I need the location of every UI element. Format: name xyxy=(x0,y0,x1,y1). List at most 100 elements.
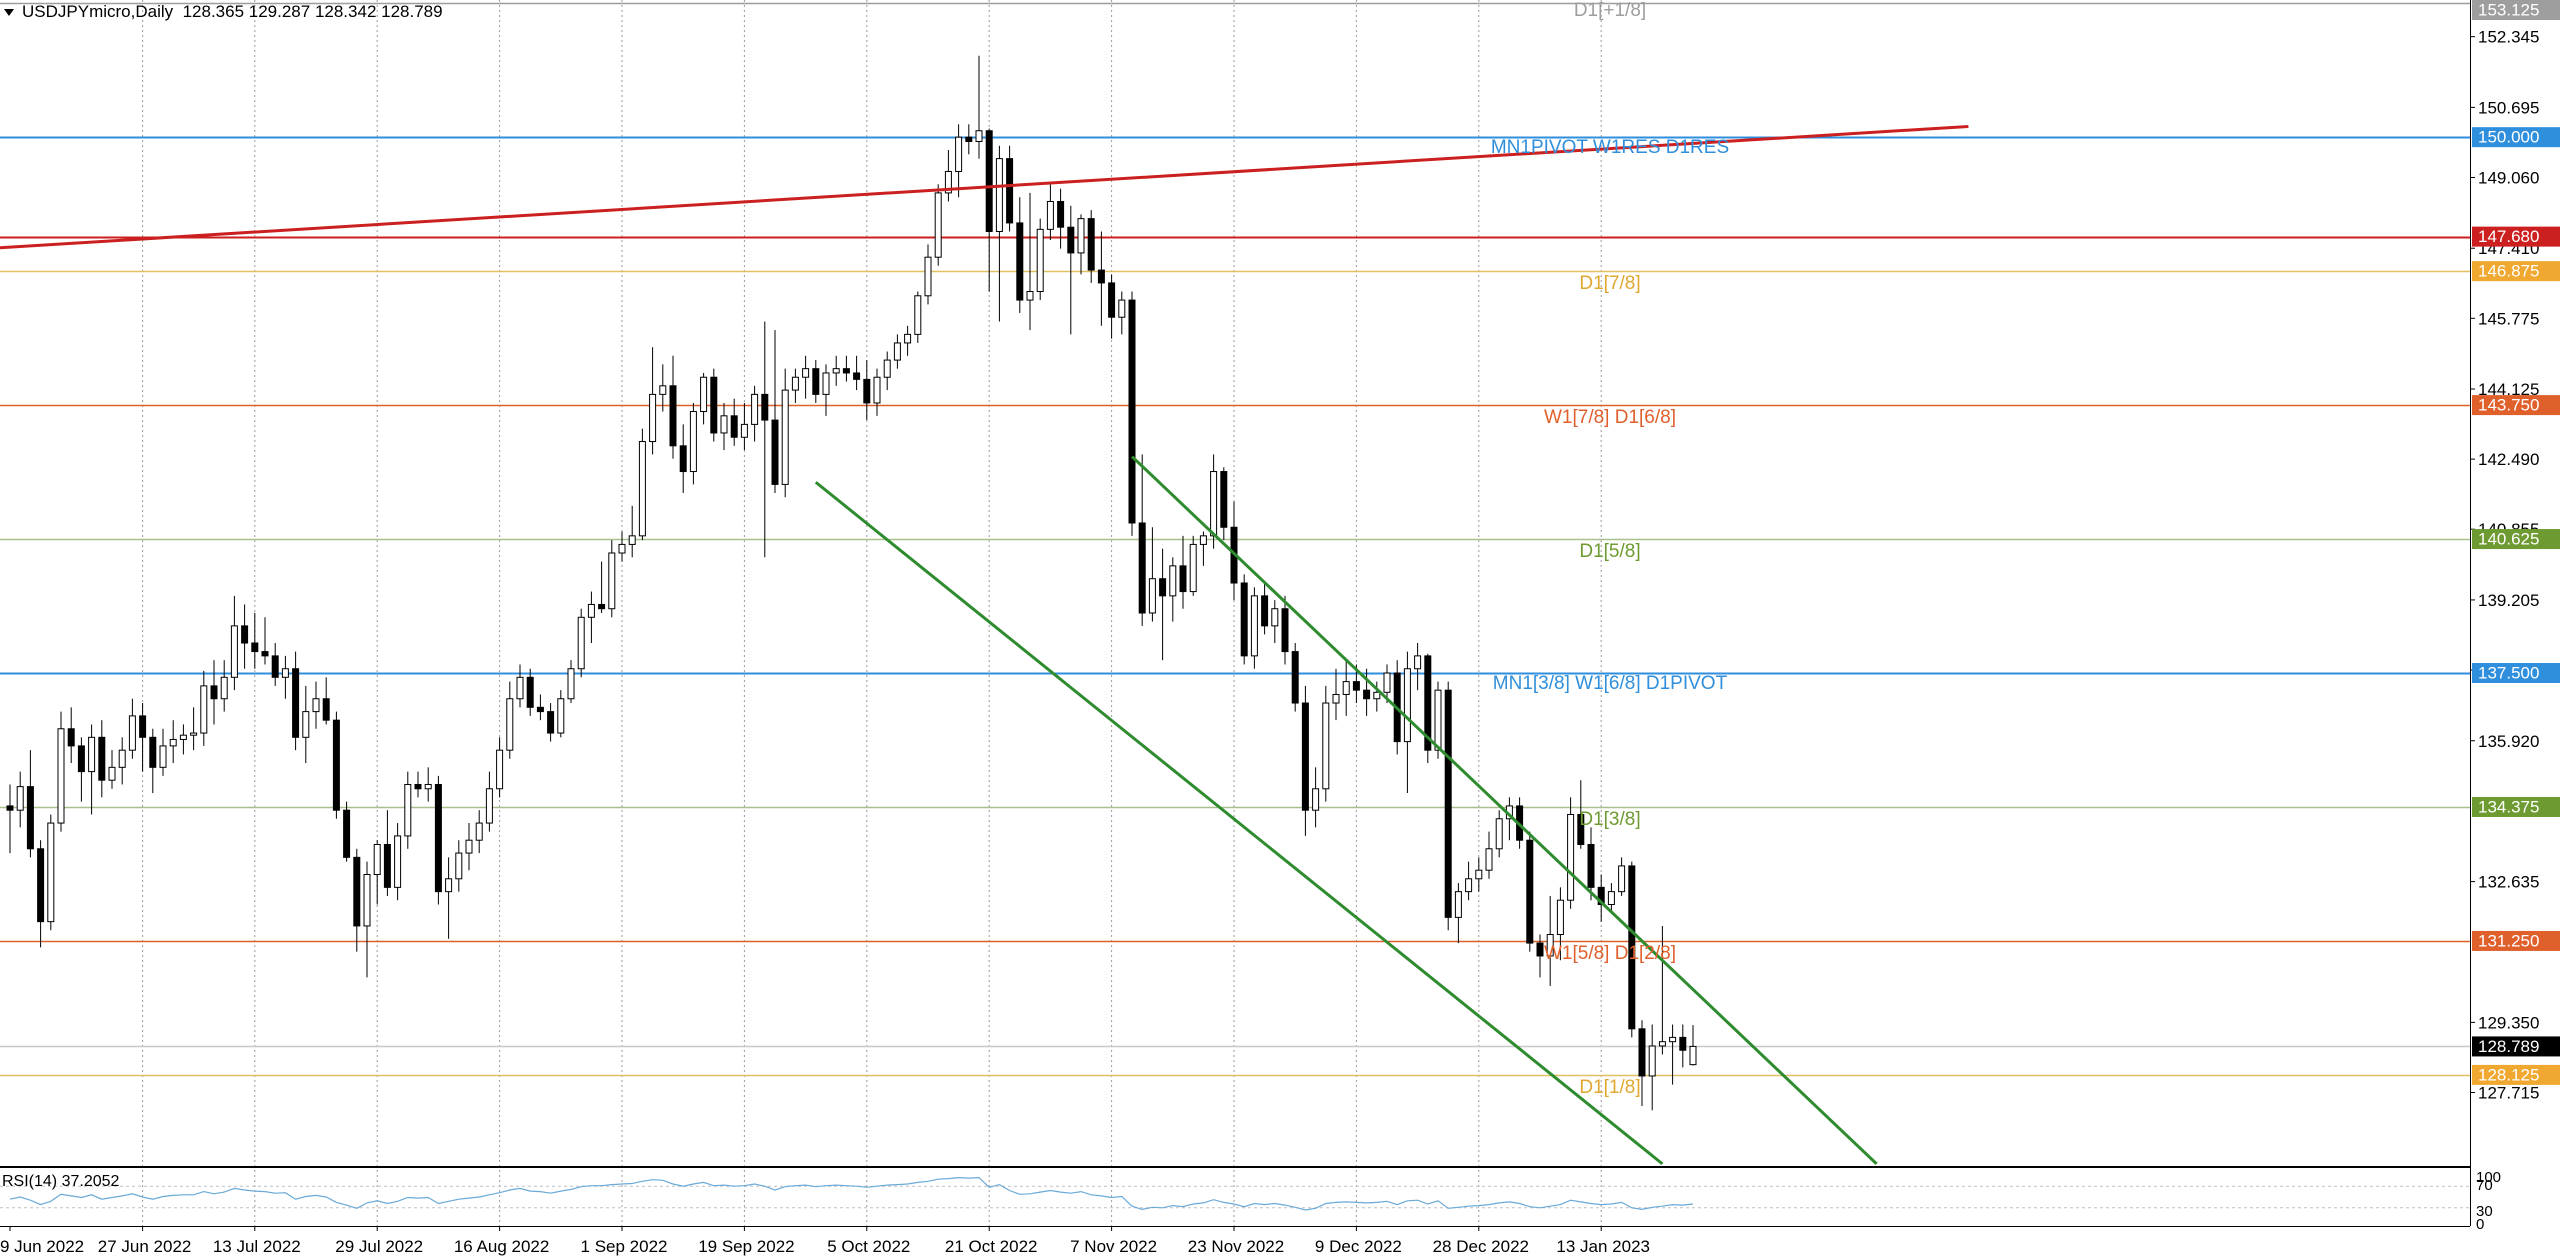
bear-candle xyxy=(853,372,861,380)
bear-candle xyxy=(149,736,157,768)
price-tick-label: 129.350 xyxy=(2478,1013,2539,1032)
bear-candle xyxy=(1067,226,1075,254)
level-label: D1[3/8] xyxy=(1579,809,1640,830)
price-badge-label: 128.125 xyxy=(2478,1065,2539,1084)
date-label: 16 Aug 2022 xyxy=(454,1237,549,1256)
bull-candle xyxy=(1199,535,1207,545)
bull-candle xyxy=(1026,291,1034,301)
trendline xyxy=(0,124,1969,250)
bull-candle xyxy=(179,734,187,740)
bear-candle xyxy=(1240,582,1248,657)
bull-candle xyxy=(1312,788,1320,811)
price-tick-label: 150.695 xyxy=(2478,98,2539,117)
price-badge-label: 140.625 xyxy=(2478,530,2539,549)
bull-candle xyxy=(924,256,932,297)
bull-candle xyxy=(791,376,799,391)
rsi-line xyxy=(9,1176,1694,1211)
bull-candle xyxy=(873,376,881,404)
bull-candle xyxy=(363,874,371,927)
bull-candle xyxy=(1454,891,1462,918)
bull-candle xyxy=(914,295,922,335)
bull-candle xyxy=(1567,813,1575,901)
price-badge-label: 143.750 xyxy=(2478,396,2539,415)
price-badge xyxy=(2472,226,2560,247)
bull-candle xyxy=(1485,848,1493,871)
price-badge xyxy=(2472,663,2560,684)
bull-candle xyxy=(485,788,493,824)
bull-candle xyxy=(475,822,483,841)
date-label: 28 Dec 2022 xyxy=(1433,1237,1529,1256)
bull-candle xyxy=(1607,891,1615,906)
bull-candle xyxy=(1250,595,1258,657)
level-lines xyxy=(0,2,2470,1077)
price-badge-label: 134.375 xyxy=(2478,797,2539,816)
bull-candle xyxy=(587,603,595,618)
bear-candle xyxy=(526,676,534,708)
price-badge-label: 146.875 xyxy=(2478,262,2539,281)
bull-candle xyxy=(1495,818,1503,850)
bear-candle xyxy=(1159,578,1167,597)
bear-candle xyxy=(761,393,769,421)
bull-candle xyxy=(608,552,616,610)
bear-candle xyxy=(1301,702,1309,811)
rsi-label: RSI(14) 37.2052 xyxy=(2,1173,120,1190)
bear-candle xyxy=(547,711,555,734)
bear-candle xyxy=(292,668,300,738)
bull-candle xyxy=(1648,1045,1656,1077)
bear-candle xyxy=(1220,471,1228,528)
bull-candle xyxy=(169,738,177,747)
bull-candle xyxy=(230,625,238,678)
price-badge xyxy=(2472,930,2560,951)
level-label: D1[1/8] xyxy=(1579,1077,1640,1098)
bull-candle xyxy=(638,441,646,537)
bear-candle xyxy=(1587,843,1595,888)
bear-candle xyxy=(679,445,687,473)
bull-candle xyxy=(302,711,310,738)
price-badge-label: 153.125 xyxy=(2478,1,2539,20)
bull-candle xyxy=(659,385,667,395)
bull-candle xyxy=(1046,200,1054,230)
bull-candle xyxy=(496,749,504,790)
bull-candle xyxy=(1434,689,1442,751)
price-badge-label: 147.680 xyxy=(2478,227,2539,246)
bull-candle xyxy=(700,376,708,413)
bull-candle xyxy=(577,616,585,670)
bear-candle xyxy=(842,368,850,374)
level-label: W1[5/8] D1[2/8] xyxy=(1544,943,1676,964)
date-label: 13 Jul 2022 xyxy=(213,1237,301,1256)
level-label: W1[7/8] D1[6/8] xyxy=(1544,407,1676,428)
price-badge-label: 137.500 xyxy=(2478,664,2539,683)
bear-candle xyxy=(26,786,34,850)
rsi-tick-label: 70 xyxy=(2476,1177,2493,1194)
bear-candle xyxy=(271,655,279,678)
bear-candle xyxy=(1261,595,1269,627)
bull-candle xyxy=(781,389,789,485)
bear-candle xyxy=(863,378,871,404)
bear-candle xyxy=(985,130,993,232)
bear-candle xyxy=(6,805,14,811)
bull-candle xyxy=(394,835,402,888)
bear-candle xyxy=(1526,839,1534,944)
bull-candle xyxy=(802,368,810,378)
price-badge xyxy=(2472,796,2560,817)
price-tick-label: 144.125 xyxy=(2478,380,2539,399)
bear-candle xyxy=(1363,689,1371,700)
bear-candle xyxy=(710,376,718,434)
bull-candle xyxy=(822,372,830,395)
bull-candle xyxy=(893,342,901,361)
dropdown-triangle-icon[interactable] xyxy=(4,9,14,17)
bull-candle xyxy=(465,839,473,854)
bear-candle xyxy=(771,419,779,485)
trendline xyxy=(1130,455,1878,1165)
bull-candle xyxy=(1465,878,1473,893)
bear-candle xyxy=(332,719,340,811)
bear-candle xyxy=(730,415,738,438)
bull-candle xyxy=(1403,668,1411,743)
price-badge-label: 150.000 xyxy=(2478,128,2539,147)
bear-candle xyxy=(1138,522,1146,614)
level-label: D1[5/8] xyxy=(1579,541,1640,562)
bear-candle xyxy=(1097,269,1105,284)
bear-candle xyxy=(414,783,422,790)
bull-candle xyxy=(1342,681,1350,695)
